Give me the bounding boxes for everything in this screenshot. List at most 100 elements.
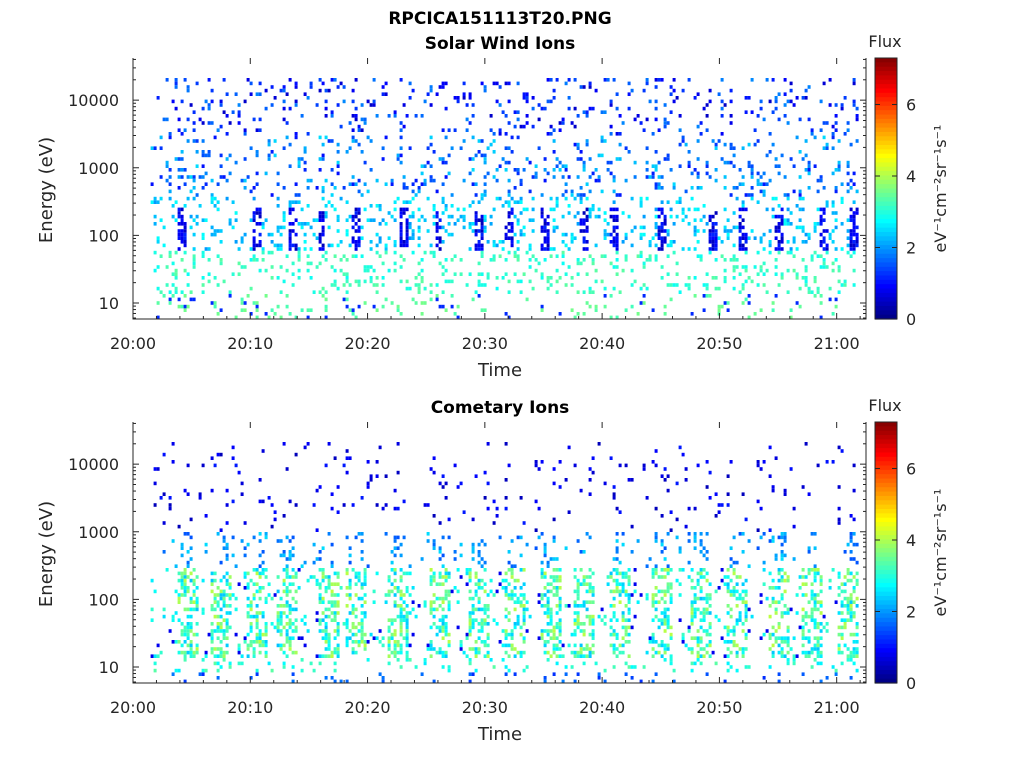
heatmap-cell bbox=[564, 546, 568, 550]
heatmap-cell bbox=[606, 232, 610, 237]
heatmap-cell bbox=[660, 276, 664, 280]
heatmap-cell bbox=[273, 517, 277, 522]
heatmap-cell bbox=[222, 596, 226, 601]
heatmap-cell bbox=[681, 207, 685, 212]
heatmap-cell bbox=[633, 582, 637, 586]
heatmap-cell bbox=[351, 114, 355, 118]
heatmap-cell bbox=[489, 214, 493, 219]
heatmap-cell bbox=[477, 247, 481, 251]
heatmap-cell bbox=[252, 211, 256, 215]
heatmap-cell bbox=[438, 625, 442, 630]
heatmap-cell bbox=[846, 542, 850, 547]
heatmap-cell bbox=[186, 283, 190, 287]
heatmap-cell bbox=[576, 582, 580, 586]
heatmap-cell bbox=[558, 600, 562, 604]
heatmap-cell bbox=[249, 600, 253, 604]
heatmap-cell bbox=[186, 614, 190, 619]
heatmap-cell bbox=[360, 550, 364, 554]
heatmap-cell bbox=[546, 276, 550, 280]
axes: 20:00 20:10 20:20 20:30 20:40 20:50 21:0010100… bbox=[68, 422, 867, 717]
heatmap-cell bbox=[336, 214, 340, 219]
heatmap-cell bbox=[267, 153, 271, 158]
heatmap-cell bbox=[714, 240, 718, 244]
heatmap-cell bbox=[609, 643, 613, 648]
heatmap-cell bbox=[393, 261, 397, 266]
heatmap-cell bbox=[393, 488, 397, 493]
heatmap-cell bbox=[837, 164, 841, 168]
heatmap-cell bbox=[477, 596, 481, 601]
heatmap-cell bbox=[543, 629, 547, 633]
heatmap-cell bbox=[357, 128, 361, 132]
colorbar-swatch bbox=[875, 439, 897, 445]
heatmap-cell bbox=[150, 618, 154, 622]
heatmap-cell bbox=[819, 629, 823, 633]
heatmap-cell bbox=[354, 640, 358, 644]
heatmap-cell bbox=[468, 632, 472, 637]
heatmap-cell bbox=[423, 661, 427, 666]
heatmap-cell bbox=[660, 200, 664, 204]
heatmap-cell bbox=[441, 636, 445, 640]
heatmap-cell bbox=[579, 193, 583, 197]
heatmap-cell bbox=[156, 240, 160, 244]
heatmap-cell bbox=[279, 247, 283, 251]
heatmap-cell bbox=[540, 596, 544, 601]
heatmap-cell bbox=[786, 629, 790, 633]
heatmap-cell bbox=[321, 254, 325, 258]
heatmap-cell bbox=[219, 308, 223, 312]
heatmap-cell bbox=[816, 254, 820, 258]
heatmap-cell bbox=[666, 474, 670, 478]
heatmap-cell bbox=[402, 571, 406, 576]
colorbar-swatch bbox=[875, 97, 897, 103]
heatmap-cell bbox=[282, 582, 286, 586]
heatmap-cell bbox=[576, 604, 580, 608]
heatmap-cell bbox=[756, 528, 760, 532]
heatmap-cell bbox=[483, 643, 487, 648]
heatmap-cell bbox=[687, 283, 691, 287]
heatmap-cell bbox=[807, 286, 811, 291]
heatmap-cell bbox=[306, 578, 310, 583]
heatmap-cell bbox=[648, 254, 652, 258]
heatmap-cell bbox=[459, 575, 463, 579]
heatmap-cell bbox=[153, 503, 157, 507]
heatmap-cell bbox=[228, 596, 232, 601]
heatmap-cell bbox=[546, 214, 550, 219]
heatmap-cell bbox=[351, 312, 355, 316]
heatmap-cell bbox=[774, 99, 778, 104]
heatmap-cell bbox=[624, 463, 628, 468]
heatmap-cell bbox=[780, 214, 784, 219]
heatmap-cell bbox=[564, 196, 568, 201]
heatmap-cell bbox=[432, 571, 436, 576]
heatmap-cell bbox=[657, 600, 661, 604]
heatmap-cell bbox=[333, 661, 337, 666]
heatmap-cell bbox=[216, 604, 220, 608]
heatmap-cell bbox=[663, 557, 667, 561]
heatmap-cell bbox=[174, 564, 178, 568]
heatmap-cell bbox=[303, 150, 307, 154]
heatmap-cell bbox=[246, 604, 250, 608]
heatmap-cell bbox=[612, 189, 616, 194]
heatmap-cell bbox=[177, 222, 181, 226]
heatmap-cell bbox=[699, 571, 703, 576]
heatmap-cell bbox=[390, 632, 394, 637]
y-tick-label: 10000 bbox=[68, 91, 119, 110]
heatmap-cell bbox=[429, 640, 433, 644]
heatmap-cell bbox=[624, 232, 628, 237]
heatmap-cell bbox=[330, 78, 334, 82]
heatmap-cell bbox=[216, 654, 220, 658]
heatmap-cell bbox=[660, 654, 664, 658]
heatmap-cell bbox=[690, 604, 694, 608]
heatmap-cell bbox=[468, 611, 472, 615]
heatmap-cell bbox=[675, 261, 679, 266]
heatmap-cell bbox=[345, 640, 349, 644]
heatmap-cell bbox=[387, 114, 391, 118]
heatmap-cell bbox=[423, 301, 427, 305]
heatmap-cell bbox=[540, 308, 544, 312]
heatmap-cell bbox=[693, 600, 697, 604]
heatmap-cell bbox=[480, 222, 484, 226]
heatmap-cell bbox=[507, 250, 511, 255]
heatmap-cell bbox=[159, 290, 163, 294]
heatmap-cell bbox=[738, 243, 742, 248]
heatmap-cell bbox=[189, 546, 193, 550]
heatmap-cell bbox=[255, 604, 259, 608]
heatmap-cell bbox=[300, 636, 304, 640]
